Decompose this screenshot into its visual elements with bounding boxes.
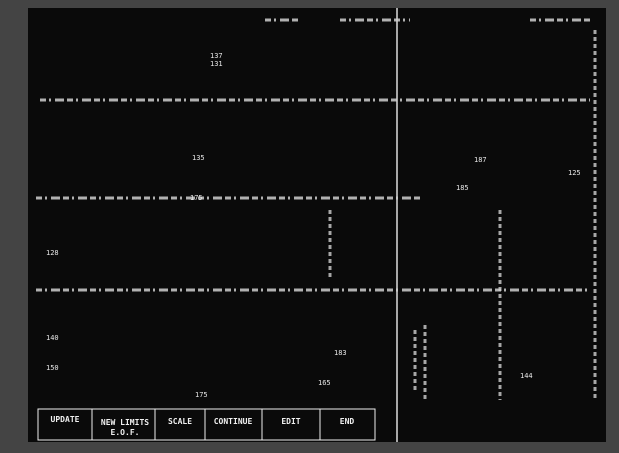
- menu-button[interactable]: EDIT: [281, 417, 300, 426]
- menu-button[interactable]: CONTINUE: [214, 417, 253, 426]
- reading: 144: [520, 372, 533, 380]
- reading: 137: [210, 52, 223, 60]
- crt-display: 137 131 135 187 185 175 125 128 183 140 …: [0, 0, 619, 453]
- menu-button[interactable]: UPDATE: [51, 415, 80, 424]
- reading: 135: [192, 154, 205, 162]
- reading: 185: [456, 184, 469, 192]
- menu-sublabel: E.O.F.: [111, 428, 140, 437]
- menu-button[interactable]: SCALE: [168, 417, 192, 426]
- menu-button[interactable]: END: [340, 417, 355, 426]
- reading: 125: [568, 169, 581, 177]
- reading: 140: [46, 334, 59, 342]
- reading: 183: [334, 349, 347, 357]
- reading: 150: [46, 364, 59, 372]
- reading: 165: [318, 379, 331, 387]
- menu-button[interactable]: NEW LIMITS: [101, 418, 149, 427]
- screen-svg: 137 131 135 187 185 175 125 128 183 140 …: [0, 0, 619, 453]
- reading: 131: [210, 60, 223, 68]
- reading: 175: [190, 194, 203, 202]
- reading: 128: [46, 249, 59, 257]
- reading: 175: [195, 391, 208, 399]
- reading: 187: [474, 156, 487, 164]
